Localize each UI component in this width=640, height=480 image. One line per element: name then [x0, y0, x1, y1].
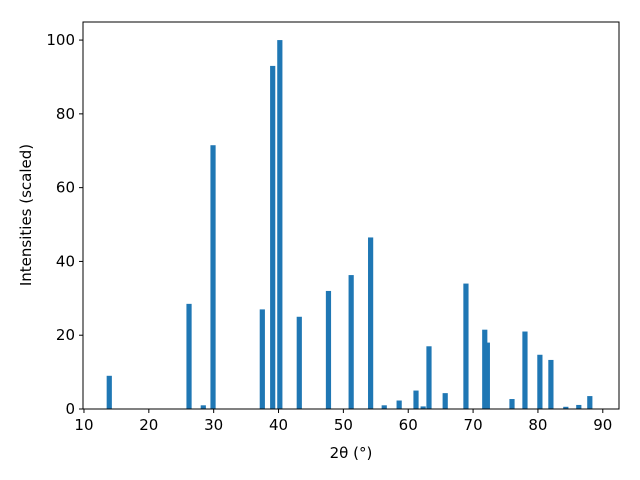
bar — [381, 405, 387, 409]
x-tick-label: 80 — [528, 416, 547, 434]
bar — [548, 359, 554, 409]
bar — [396, 400, 402, 409]
x-tick-label: 60 — [399, 416, 418, 434]
bar — [186, 303, 192, 409]
bar — [210, 145, 216, 409]
x-tick-label: 30 — [204, 416, 223, 434]
bar — [259, 309, 265, 409]
x-tick-label: 40 — [269, 416, 288, 434]
y-axis-label: Intensities (scaled) — [17, 144, 35, 286]
bar — [325, 290, 332, 409]
plot-frame — [82, 21, 620, 410]
x-tick-label: 10 — [74, 416, 93, 434]
y-tick-label: 60 — [56, 179, 75, 197]
bar — [563, 406, 569, 409]
bar — [463, 283, 469, 409]
x-axis-label: 2θ (°) — [330, 444, 373, 462]
bar — [509, 399, 515, 409]
bar — [420, 406, 426, 409]
bar — [413, 390, 419, 409]
bar — [587, 396, 593, 409]
bar — [368, 237, 374, 409]
y-tick-label: 40 — [56, 252, 75, 270]
x-tick-label: 90 — [593, 416, 612, 434]
bar — [270, 65, 276, 410]
bar — [200, 405, 206, 409]
bar — [442, 393, 448, 409]
bar — [484, 342, 490, 409]
y-tick-label: 100 — [46, 31, 75, 49]
x-tick-label: 50 — [334, 416, 353, 434]
bar — [296, 316, 302, 409]
x-tick-label: 70 — [464, 416, 483, 434]
bar — [277, 40, 283, 410]
x-tick-label: 20 — [139, 416, 158, 434]
bar — [576, 404, 582, 409]
y-tick-label: 20 — [56, 326, 75, 344]
bar — [522, 331, 528, 409]
bar — [426, 346, 432, 409]
y-tick-label: 0 — [65, 400, 75, 418]
bar — [348, 275, 354, 409]
bar — [537, 354, 543, 409]
y-tick-label: 80 — [56, 105, 75, 123]
bar — [106, 375, 112, 409]
